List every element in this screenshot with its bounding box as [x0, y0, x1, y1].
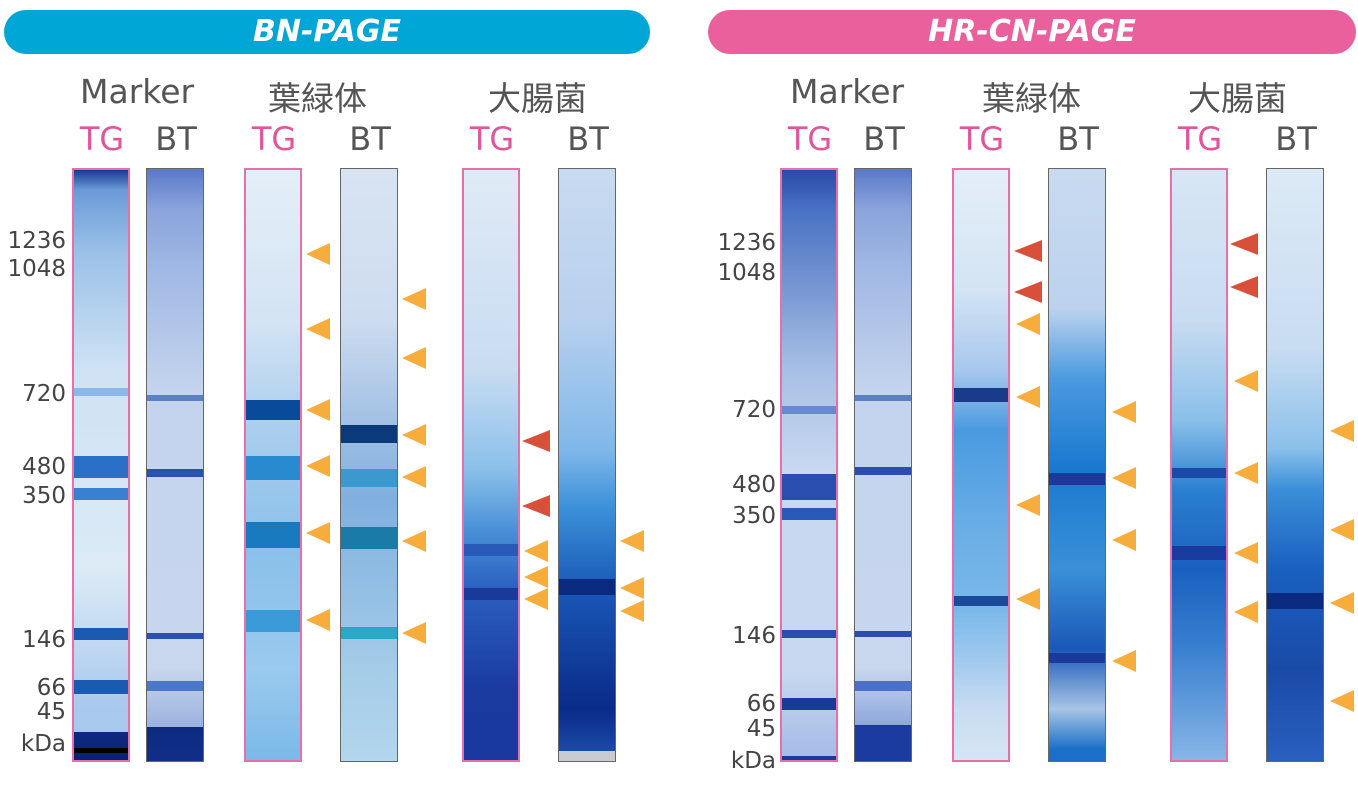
bn-page-banner: BN-PAGE: [4, 10, 650, 54]
band-marker-arrow: [1112, 467, 1136, 489]
band-marker-arrow: [402, 466, 426, 488]
mw-label-hr: kDa: [730, 748, 776, 774]
lane-label-bt: BT: [155, 120, 197, 158]
band-marker-arrow: [1016, 386, 1040, 408]
mw-label-bn: 66: [36, 675, 66, 701]
lane-label-bt: BT: [567, 120, 609, 158]
band-marker-arrow-red: [522, 430, 550, 452]
gel-lane-bn-ecoli-bt: [558, 168, 616, 762]
lane-label-tg: TG: [469, 120, 515, 158]
mw-label-bn: 1048: [7, 256, 66, 282]
lane-label-tg: TG: [79, 120, 125, 158]
band-marker-arrow: [1234, 462, 1258, 484]
band-marker-arrow: [620, 600, 644, 622]
band-marker-arrow: [524, 588, 548, 610]
gel-lane-hr-chloroplast-tg: [952, 168, 1010, 762]
band-marker-arrow: [1016, 588, 1040, 610]
band-marker-arrow: [306, 522, 330, 544]
band-marker-arrow: [306, 399, 330, 421]
mw-label-hr: 45: [746, 716, 776, 742]
band-marker-arrow-red: [1014, 240, 1042, 262]
band-marker-arrow: [1016, 313, 1040, 335]
mw-label-bn: 480: [22, 454, 66, 480]
band-marker-arrow: [1234, 601, 1258, 623]
mw-label-bn: 1236: [7, 228, 66, 254]
mw-label-hr: 1236: [717, 230, 776, 256]
band-marker-arrow: [1330, 420, 1354, 442]
band-marker-arrow-red: [522, 495, 550, 517]
group-label-chloroplast-hr: 葉緑体: [982, 79, 1081, 118]
band-marker-arrow: [1112, 650, 1136, 672]
mw-label-hr: 1048: [717, 260, 776, 286]
group-label-ecoli-bn: 大腸菌: [488, 79, 587, 118]
band-marker-arrow: [620, 530, 644, 552]
lane-label-bt: BT: [1275, 120, 1317, 158]
band-marker-arrow: [402, 347, 426, 369]
band-marker-arrow: [1330, 519, 1354, 541]
lane-label-bt: BT: [863, 120, 905, 158]
gel-lane-bn-marker-bt: [146, 168, 204, 762]
band-marker-arrow-red: [1230, 233, 1258, 255]
lane-label-tg: TG: [251, 120, 297, 158]
mw-label-hr: 350: [732, 503, 776, 529]
band-marker-arrow: [306, 609, 330, 631]
lane-label-tg: TG: [787, 120, 833, 158]
gel-lane-bn-marker-tg: [72, 168, 130, 762]
band-marker-arrow: [402, 622, 426, 644]
band-marker-arrow: [1330, 592, 1354, 614]
mw-label-bn: 720: [22, 381, 66, 407]
group-label-marker-bn: Marker: [80, 72, 195, 111]
band-marker-arrow: [306, 243, 330, 265]
band-marker-arrow: [1234, 542, 1258, 564]
gel-lane-hr-marker-tg: [780, 168, 838, 762]
mw-label-bn: kDa: [20, 731, 66, 757]
mw-label-hr: 66: [746, 691, 776, 717]
band-marker-arrow: [402, 424, 426, 446]
mw-label-bn: 350: [22, 483, 66, 509]
lane-label-bt: BT: [1057, 120, 1099, 158]
mw-label-bn: 45: [36, 699, 66, 725]
gel-lane-bn-ecoli-tg: [462, 168, 520, 762]
hr-cn-page-banner: HR-CN-PAGE: [708, 10, 1356, 54]
band-marker-arrow: [306, 455, 330, 477]
band-marker-arrow: [1016, 494, 1040, 516]
gel-lane-bn-chloroplast-bt: [340, 168, 398, 762]
mw-label-hr: 146: [732, 623, 776, 649]
group-label-chloroplast-bn: 葉緑体: [268, 79, 367, 118]
mw-label-hr: 480: [732, 472, 776, 498]
band-marker-arrow: [620, 577, 644, 599]
band-marker-arrow: [402, 530, 426, 552]
lane-label-tg: TG: [1177, 120, 1223, 158]
band-marker-arrow: [402, 288, 426, 310]
gel-lane-hr-marker-bt: [854, 168, 912, 762]
band-marker-arrow: [306, 318, 330, 340]
gel-lane-bn-chloroplast-tg: [244, 168, 302, 762]
mw-label-bn: 146: [22, 627, 66, 653]
mw-label-hr: 720: [732, 397, 776, 423]
band-marker-arrow: [1330, 690, 1354, 712]
lane-label-bt: BT: [349, 120, 391, 158]
gel-lane-hr-ecoli-tg: [1170, 168, 1228, 762]
gel-lane-hr-ecoli-bt: [1266, 168, 1324, 762]
band-marker-arrow: [1112, 401, 1136, 423]
lane-label-tg: TG: [959, 120, 1005, 158]
group-label-marker-hr: Marker: [790, 72, 905, 111]
band-marker-arrow: [1112, 529, 1136, 551]
band-marker-arrow: [524, 540, 548, 562]
band-marker-arrow: [1234, 370, 1258, 392]
group-label-ecoli-hr: 大腸菌: [1188, 79, 1287, 118]
band-marker-arrow: [524, 566, 548, 588]
band-marker-arrow-red: [1014, 281, 1042, 303]
band-marker-arrow-red: [1230, 276, 1258, 298]
gel-lane-hr-chloroplast-bt: [1048, 168, 1106, 762]
